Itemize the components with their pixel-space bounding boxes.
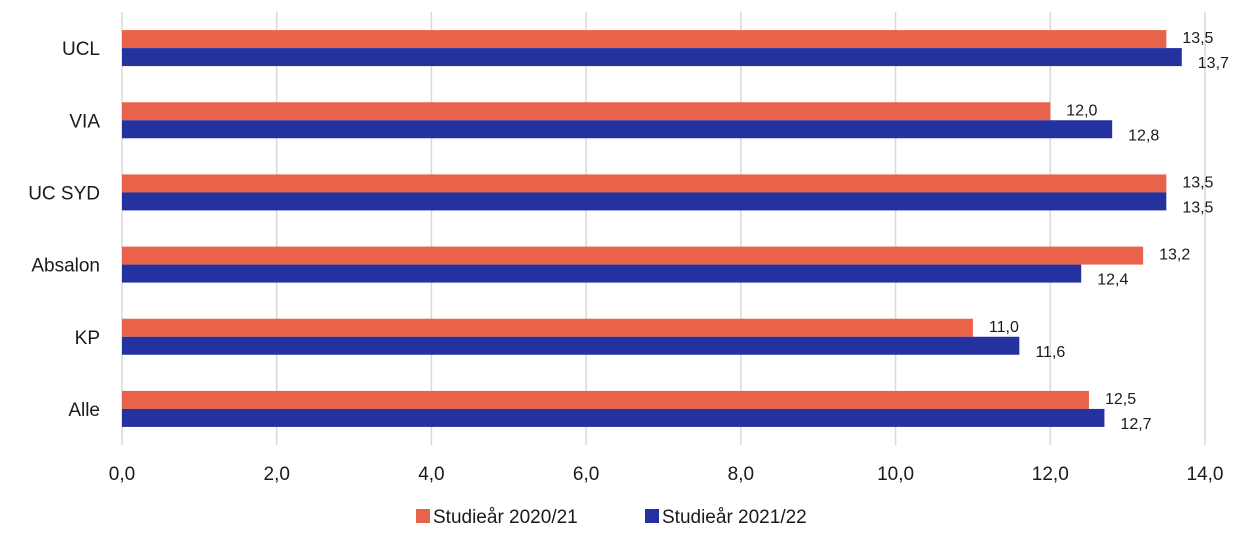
x-tick-label: 8,0 xyxy=(728,464,754,485)
legend-swatch xyxy=(645,509,659,523)
bar-series-2 xyxy=(122,336,1020,355)
legend-swatch xyxy=(416,509,430,523)
category-label: Absalon xyxy=(31,256,100,277)
category-label: UC SYD xyxy=(28,183,100,204)
data-label: 13,5 xyxy=(1182,199,1213,216)
data-label: 12,0 xyxy=(1066,102,1097,119)
data-labels: 13,5 13,7 12,0 12,8 13,5 13,5 13,2 12,4 11,0 11,6… xyxy=(989,30,1229,433)
legend: Studieår 2020/21 Studieår 2021/22 xyxy=(416,507,807,528)
data-label: 12,7 xyxy=(1120,416,1151,433)
category-label: KP xyxy=(75,328,100,349)
x-tick-label: 10,0 xyxy=(877,464,914,485)
data-label: 11,0 xyxy=(989,319,1019,336)
category-label: UCL xyxy=(62,39,100,60)
legend-label: Studieår 2021/22 xyxy=(662,507,807,528)
bar-series-2 xyxy=(122,264,1082,283)
bar-series-1 xyxy=(122,174,1167,193)
data-label: 13,5 xyxy=(1182,30,1213,47)
x-tick-label: 12,0 xyxy=(1032,464,1069,485)
bar-series-1 xyxy=(122,30,1167,49)
x-axis-ticks: 0,0 2,0 4,0 6,0 8,0 10,0 12,0 14,0 xyxy=(109,464,1224,485)
bar-series-1 xyxy=(122,246,1144,265)
x-tick-label: 6,0 xyxy=(573,464,599,485)
bar-series-1 xyxy=(122,318,973,337)
data-label: 13,2 xyxy=(1159,247,1190,264)
bar-series-1 xyxy=(122,390,1089,409)
bar-series-1 xyxy=(122,102,1051,121)
bar-series-2 xyxy=(122,408,1105,427)
bars xyxy=(122,30,1182,427)
bar-series-2 xyxy=(122,48,1182,67)
data-label: 12,8 xyxy=(1128,127,1159,144)
legend-label: Studieår 2020/21 xyxy=(433,507,578,528)
x-tick-label: 2,0 xyxy=(264,464,290,485)
x-tick-label: 14,0 xyxy=(1187,464,1224,485)
category-label: Alle xyxy=(68,400,100,421)
x-tick-label: 4,0 xyxy=(418,464,444,485)
category-labels: UCL VIA UC SYD Absalon KP Alle xyxy=(28,39,100,421)
data-label: 12,5 xyxy=(1105,391,1136,408)
data-label: 13,7 xyxy=(1198,55,1229,72)
gridlines xyxy=(121,12,1206,445)
data-label: 11,6 xyxy=(1035,344,1065,361)
bar-series-2 xyxy=(122,192,1167,211)
data-label: 13,5 xyxy=(1182,174,1213,191)
x-tick-label: 0,0 xyxy=(109,464,135,485)
bar-series-2 xyxy=(122,120,1113,139)
category-label: VIA xyxy=(69,111,100,132)
data-label: 12,4 xyxy=(1097,272,1128,289)
